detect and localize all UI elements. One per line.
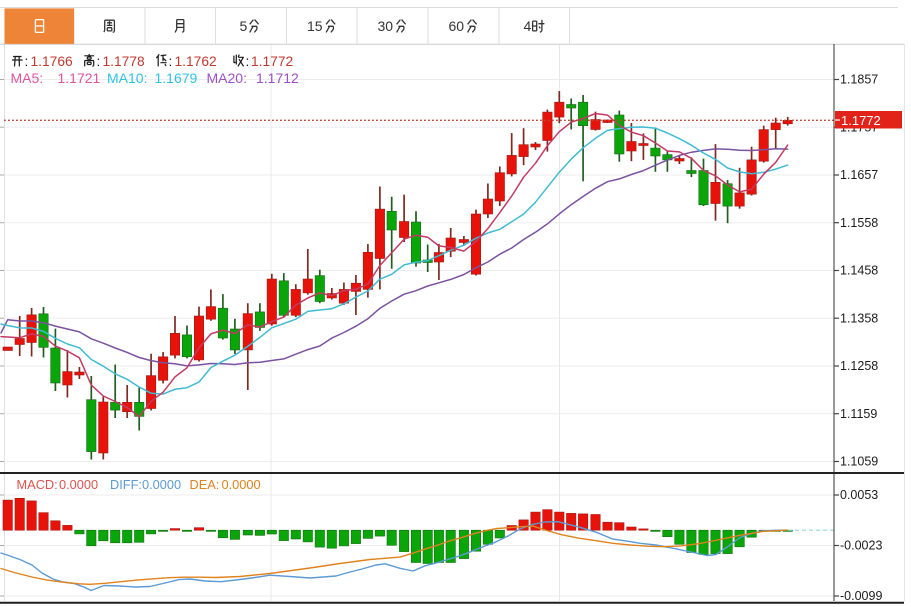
svg-text:MA10:: MA10:	[107, 70, 147, 86]
svg-text:1.1778: 1.1778	[103, 54, 146, 69]
svg-text:1.1558: 1.1558	[840, 216, 878, 230]
svg-text::: :	[25, 54, 29, 69]
svg-text:1.1159: 1.1159	[840, 407, 877, 421]
svg-text:1.1772: 1.1772	[841, 113, 881, 128]
svg-text:1.1657: 1.1657	[840, 168, 878, 182]
svg-text:MA20:: MA20:	[207, 70, 247, 86]
svg-text::: :	[246, 54, 250, 69]
svg-text:0.0000: 0.0000	[59, 477, 98, 492]
svg-text:4: 4	[524, 18, 532, 34]
svg-text:MA5:: MA5:	[11, 70, 44, 86]
svg-text:1.1857: 1.1857	[840, 73, 878, 87]
svg-text:0.0053: 0.0053	[840, 488, 878, 502]
svg-text:60: 60	[449, 18, 465, 34]
svg-text:1.1679: 1.1679	[155, 70, 198, 86]
svg-text:-0.0023: -0.0023	[840, 539, 882, 553]
svg-text:1.1762: 1.1762	[175, 54, 217, 69]
svg-text:MACD:: MACD:	[17, 477, 58, 492]
svg-text::: :	[97, 54, 101, 69]
svg-text:15: 15	[307, 18, 323, 34]
svg-text:0.0000: 0.0000	[222, 477, 261, 492]
svg-text:DIFF:: DIFF:	[110, 477, 142, 492]
svg-text:1.1721: 1.1721	[58, 70, 101, 86]
svg-text:DEA:: DEA:	[190, 477, 220, 492]
svg-text:0.0000: 0.0000	[142, 477, 181, 492]
svg-text:1.1059: 1.1059	[840, 455, 878, 469]
svg-text:1.1772: 1.1772	[251, 54, 293, 69]
svg-text:1.1458: 1.1458	[840, 264, 878, 278]
svg-text:5: 5	[240, 18, 248, 34]
svg-text:1.1258: 1.1258	[840, 359, 878, 373]
svg-text:1.1712: 1.1712	[256, 70, 299, 86]
svg-text:1.1358: 1.1358	[840, 311, 878, 325]
svg-text:1.1766: 1.1766	[31, 54, 74, 69]
svg-text::: :	[169, 54, 173, 69]
svg-text:30: 30	[378, 18, 394, 34]
svg-text:-0.0099: -0.0099	[840, 589, 882, 603]
